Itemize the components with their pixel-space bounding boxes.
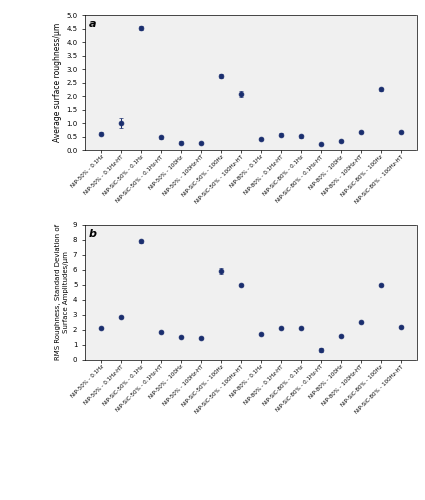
Text: b: b [88,229,96,239]
Y-axis label: Average surface roughness/μm: Average surface roughness/μm [53,23,62,142]
Y-axis label: RMS Roughness, Standard Deviation of
Surface Amplitudes/μm: RMS Roughness, Standard Deviation of Sur… [55,224,69,360]
Text: a: a [88,19,96,29]
